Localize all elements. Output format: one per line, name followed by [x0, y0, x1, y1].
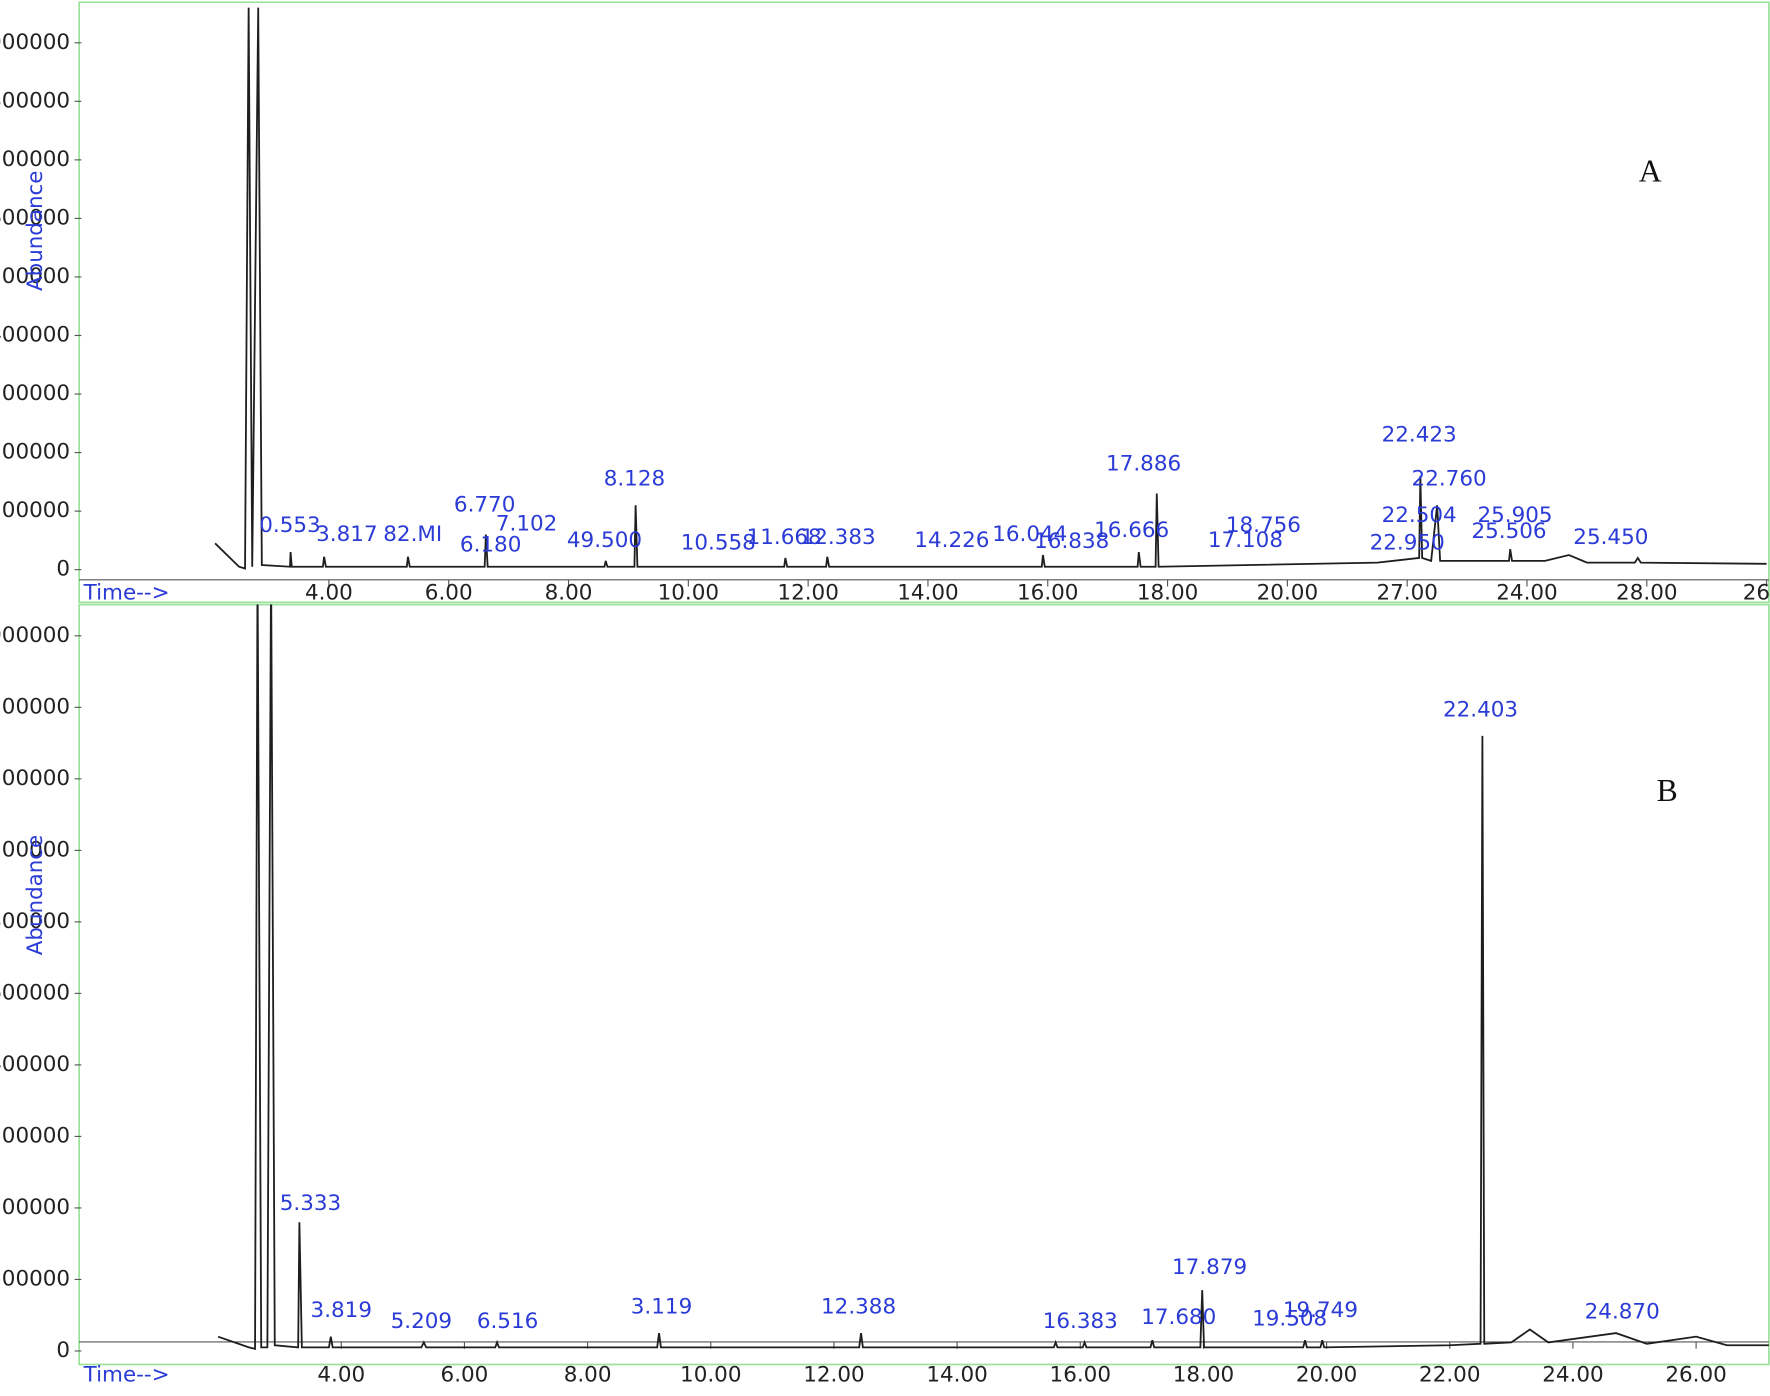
x-tick-label: 20.00	[1257, 580, 1318, 605]
x-tick-label: 6.00	[441, 1363, 489, 1388]
x-tick-label: 20.00	[1296, 1363, 1357, 1388]
x-tick-label: 28.00	[1616, 580, 1677, 605]
plot-frame	[78, 1, 1770, 604]
y-tick-label: 0	[56, 557, 70, 582]
peak-label: 0.553	[259, 513, 320, 538]
y-tick-label: 300000	[0, 1123, 70, 1148]
x-axis-title: Time-->	[83, 580, 170, 605]
x-tick-label: 12.00	[777, 580, 838, 605]
x-tick-label: 4.00	[305, 580, 353, 605]
x-tick-label: 24.00	[1542, 1363, 1603, 1388]
y-tick-label: 700000	[0, 147, 70, 172]
x-tick-label: 14.00	[926, 1363, 987, 1388]
peak-label: 12.388	[821, 1295, 896, 1320]
peak-label: 22.504	[1382, 503, 1457, 528]
peak-label: 5.209	[391, 1309, 452, 1334]
peak-label: 5.333	[280, 1191, 341, 1216]
chromatogram-trace	[217, 604, 1769, 1350]
peak-label: 22.760	[1412, 466, 1487, 491]
x-tick-label: 18.00	[1137, 580, 1198, 605]
y-tick-label: 700000	[0, 837, 70, 862]
x-tick-label: 22.00	[1419, 1363, 1480, 1388]
peak-label: 19.508	[1252, 1307, 1327, 1332]
peak-label: 25.450	[1573, 525, 1648, 550]
peak-label: 12.383	[801, 525, 876, 550]
peak-label: 25.905	[1477, 503, 1552, 528]
chromatogram-trace	[214, 7, 1767, 570]
peak-label: 22.403	[1443, 697, 1518, 722]
peak-label: 18.756	[1226, 513, 1301, 538]
panel-label: A	[1639, 154, 1662, 189]
y-tick-label: 300000	[0, 381, 70, 406]
peak-label: 17.108	[1208, 528, 1283, 553]
peak-label: 17.680	[1141, 1305, 1216, 1330]
y-tick-label: 600000	[0, 205, 70, 230]
trace-group	[217, 604, 1769, 1350]
peak-label: 8.128	[604, 466, 665, 491]
x-tick-label: 6.00	[425, 580, 473, 605]
y-tick-label: 200000	[0, 440, 70, 465]
peak-label: 14.226	[914, 528, 989, 553]
peak-label: 3.817	[316, 522, 377, 547]
y-tick-label: 300000	[0, 766, 70, 791]
x-tick-label: 10.00	[680, 1363, 741, 1388]
x-tick-label: 27.00	[1376, 580, 1437, 605]
y-axis-title: Abundance	[23, 171, 48, 291]
peak-label: 16.044	[992, 522, 1067, 547]
y-axis-title: Abundance	[23, 835, 48, 955]
x-tick-label: 24.00	[1496, 580, 1557, 605]
peak-label: 7.102	[496, 511, 557, 536]
peak-label: 6.180	[460, 533, 521, 558]
peak-label: 16.838	[1034, 529, 1109, 554]
x-tick-label: 12.00	[803, 1363, 864, 1388]
x-tick-label: 4.00	[317, 1363, 365, 1388]
peak-label: 19.749	[1283, 1298, 1358, 1323]
x-tick-label: 10.00	[658, 580, 719, 605]
x-tick-label: 18.00	[1173, 1363, 1234, 1388]
x-tick-label: 8.00	[545, 580, 593, 605]
panel-label: B	[1657, 773, 1678, 808]
peak-label: 22.950	[1370, 531, 1445, 556]
peak-label: 25.506	[1471, 519, 1546, 544]
peak-label: 22.423	[1382, 422, 1457, 447]
y-tick-label: 900000	[0, 30, 70, 55]
y-tick-label: 200000	[0, 1195, 70, 1220]
y-tick-label: 800000	[0, 88, 70, 113]
y-tick-label: 100000	[0, 498, 70, 523]
trace-group	[214, 7, 1767, 570]
x-tick-label: 16.00	[1017, 580, 1078, 605]
peak-label: 16.383	[1043, 1309, 1118, 1334]
y-tick-label: 1000000	[0, 623, 70, 648]
x-tick-label: 8.00	[564, 1363, 612, 1388]
y-tick-label: 400000	[0, 1052, 70, 1077]
x-axis-title: Time-->	[83, 1363, 170, 1388]
x-tick-label: 26.1	[1743, 580, 1770, 605]
y-tick-label: 0	[56, 1338, 70, 1363]
peak-label: 17.886	[1106, 452, 1181, 477]
peak-label: 17.879	[1172, 1255, 1247, 1280]
peak-label: 3.119	[631, 1295, 692, 1320]
x-tick-label: 14.00	[897, 580, 958, 605]
y-tick-label: 300000	[0, 694, 70, 719]
y-tick-label: 400000	[0, 323, 70, 348]
peak-label: 6.770	[454, 493, 515, 518]
peak-label: 6.516	[477, 1309, 538, 1334]
y-tick-label: 800000	[0, 909, 70, 934]
peak-label: 10.558	[681, 531, 756, 556]
x-tick-label: 26.00	[1665, 1363, 1726, 1388]
y-tick-label: 100000	[0, 1266, 70, 1291]
peak-label: 49.500	[567, 528, 642, 553]
peak-label: 82.MI	[383, 522, 442, 547]
plot-frame	[78, 603, 1770, 1366]
peak-label: 16.666	[1094, 518, 1169, 543]
x-tick-label: 16.00	[1050, 1363, 1111, 1388]
peak-label: 3.819	[311, 1298, 372, 1323]
y-tick-label: 600000	[0, 980, 70, 1005]
peak-label: 11.668	[747, 525, 822, 550]
peak-label: 24.870	[1585, 1300, 1660, 1325]
